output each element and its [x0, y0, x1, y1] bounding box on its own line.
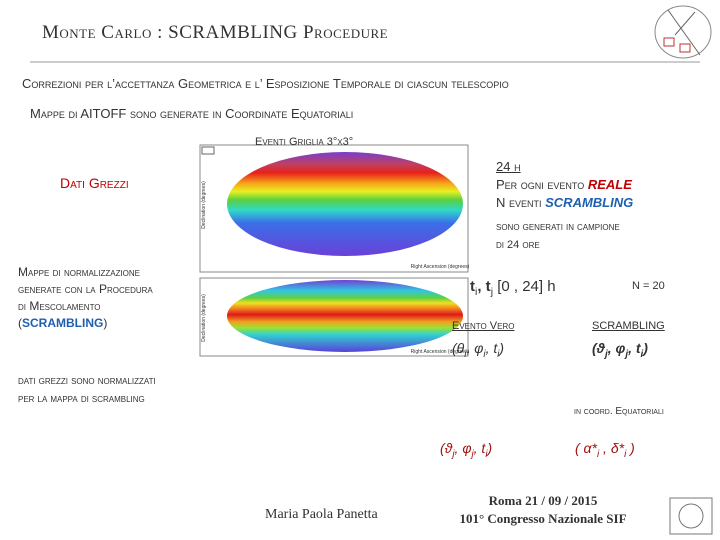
- text: per la mappa di scrambling: [18, 393, 145, 405]
- text: i: [483, 348, 486, 360]
- text: i: [485, 448, 488, 460]
- text: ): [643, 340, 648, 356]
- raw-label: Dati Grezzi: [60, 175, 129, 191]
- right-note: sono generati in campione di 24 ore: [496, 218, 620, 254]
- text: , t: [485, 340, 498, 356]
- norm-label: Mappe di normalizzazione generate con la…: [18, 264, 153, 332]
- text: j: [471, 448, 474, 460]
- text: Roma 21 / 09 / 2015: [488, 493, 598, 508]
- text: SCRAMBLING: [545, 195, 634, 210]
- text: di Mescolamento: [18, 299, 101, 313]
- text: (θ: [452, 340, 465, 356]
- text: N eventi: [496, 195, 546, 210]
- text: 101° Congresso Nazionale SIF: [459, 511, 627, 526]
- author: Maria Paola Panetta: [265, 507, 378, 522]
- text: i: [640, 348, 644, 360]
- formula: (ϑj, φj, ti): [592, 340, 648, 360]
- text: i: [464, 348, 467, 360]
- text: i: [596, 448, 600, 460]
- text: 24 h: [496, 159, 521, 174]
- logo: [654, 5, 712, 59]
- footer: Roma 21 / 09 / 2015 101° Congresso Nazio…: [448, 492, 638, 528]
- scr-label: SCRAMBLING: [592, 320, 665, 332]
- text: Mappe di normalizzazione: [18, 265, 141, 279]
- intro: Mappe di AITOFF sono generate in Coordin…: [30, 106, 354, 121]
- text: , φ: [454, 440, 472, 456]
- text: [0 , 24] h: [493, 278, 556, 295]
- y-axis-label: Declination (degrees): [201, 294, 207, 342]
- text: j: [625, 348, 629, 360]
- formula: ( α*i , δ*i ): [575, 440, 635, 460]
- grid-label: Eventi Griglia 3°x3°: [255, 136, 354, 148]
- text: (: [18, 316, 22, 330]
- text: , t: [628, 340, 641, 356]
- text: ): [499, 340, 505, 356]
- text: ): [103, 316, 108, 330]
- formula: (θi, φi, ti): [452, 340, 504, 360]
- x-axis-label: Right Ascension (degrees): [411, 349, 470, 355]
- text: , t: [473, 440, 486, 456]
- true-label: Evento Vero: [452, 320, 515, 332]
- text: (ϑ: [592, 340, 605, 356]
- text: sono generati in campione: [496, 221, 620, 233]
- formula: (ϑj, φj, ti): [440, 440, 492, 460]
- text: i: [497, 348, 500, 360]
- text: i: [475, 286, 478, 298]
- text: REALE: [587, 177, 632, 192]
- note: dati grezzi sono normalizzati per la map…: [18, 372, 156, 408]
- text: , φ: [607, 340, 626, 356]
- text: j: [604, 348, 608, 360]
- text: SCRAMBLING: [22, 316, 104, 330]
- text: i: [624, 448, 627, 460]
- n-label: N = 20: [632, 280, 665, 292]
- y-axis-label: Declination (degrees): [201, 181, 207, 229]
- title: Monte Carlo : SCRAMBLING Procedure: [42, 22, 389, 43]
- text: j: [490, 286, 494, 298]
- text: ): [626, 440, 635, 456]
- map-scrambled: [199, 277, 469, 357]
- map-raw: [199, 144, 469, 273]
- text: Per ogni evento: [496, 177, 588, 192]
- text: di 24 ore: [496, 239, 540, 251]
- text: j: [452, 448, 455, 460]
- text: , t: [477, 278, 491, 295]
- text: dati grezzi sono normalizzati: [18, 375, 156, 387]
- text: , φ: [466, 340, 484, 356]
- text: t: [470, 278, 475, 295]
- coord-label: in coord. Equatoriali: [574, 406, 664, 417]
- interval: ti, tj [0 , 24] h: [470, 278, 556, 298]
- text: ): [487, 440, 493, 456]
- text: , δ*: [599, 440, 625, 456]
- right-block: 24 h Per ogni evento REALE N eventi SCRA…: [496, 158, 633, 212]
- text: (ϑ: [440, 440, 453, 456]
- footer-logo: [669, 497, 713, 535]
- text: ( α*: [575, 440, 597, 456]
- intro: Correzioni per l’accettanza Geometrica e…: [22, 76, 509, 91]
- x-axis-label: Right Ascension (degrees): [411, 264, 470, 270]
- text: generate con la Procedura: [18, 282, 153, 296]
